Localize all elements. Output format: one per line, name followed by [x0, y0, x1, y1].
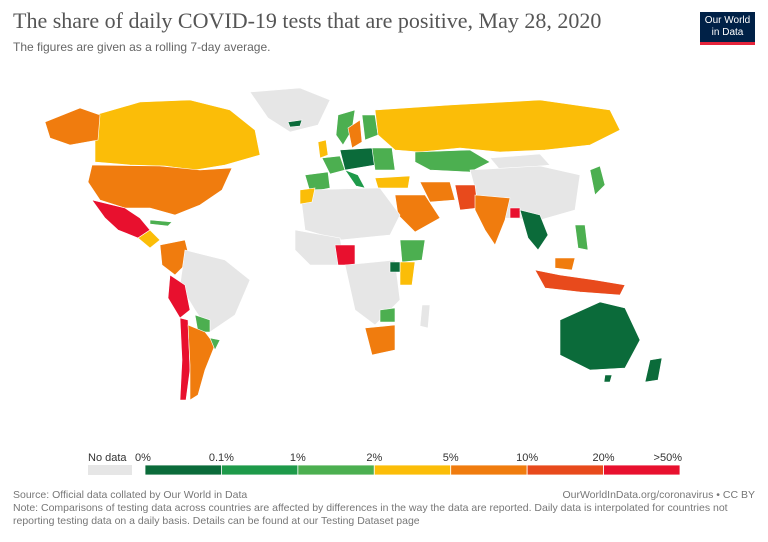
chart-title: The share of daily COVID-19 tests that a… [13, 8, 602, 33]
legend-bin-0[interactable] [144, 464, 222, 476]
region-philippines[interactable] [574, 224, 589, 251]
region-madagascar[interactable] [419, 304, 431, 329]
region-sweden[interactable] [347, 119, 363, 149]
region-myanmar-thailand[interactable] [519, 209, 549, 251]
region-zambia[interactable] [379, 307, 396, 323]
legend-no-data-swatch [88, 465, 132, 475]
legend-bin-5[interactable] [526, 464, 604, 476]
region-eastern-europe[interactable] [371, 147, 396, 171]
world-map[interactable] [0, 70, 768, 450]
logo-line-2: in Data [711, 27, 744, 38]
region-greenland[interactable] [249, 87, 331, 133]
owid-logo[interactable]: Our World in Data [700, 12, 755, 45]
legend-bin-6[interactable] [603, 464, 681, 476]
region-spain[interactable] [304, 171, 331, 193]
region-cuba[interactable] [149, 219, 173, 227]
legend-tick-3: 2% [366, 452, 382, 464]
region-kenya[interactable] [399, 261, 416, 286]
legend-tick-6: 20% [593, 452, 615, 464]
region-pakistan[interactable] [454, 184, 479, 211]
region-russia[interactable] [374, 99, 621, 153]
region-finland[interactable] [361, 114, 379, 141]
region-norway[interactable] [335, 109, 356, 146]
source-text: Source: Official data collated by Our Wo… [13, 489, 248, 501]
region-new-zealand[interactable] [644, 357, 663, 383]
region-italy[interactable] [344, 169, 366, 189]
region-chile[interactable] [179, 317, 191, 401]
legend-tick-1: 0.1% [209, 452, 234, 464]
chart-subtitle: The figures are given as a rolling 7-day… [13, 40, 271, 54]
region-iran[interactable] [419, 181, 456, 203]
region-united-states[interactable] [87, 164, 233, 216]
legend-tick-2: 1% [290, 452, 306, 464]
region-japan[interactable] [589, 165, 606, 196]
region-bangladesh[interactable] [509, 207, 521, 219]
region-argentina[interactable] [187, 324, 216, 401]
legend-tick-7: >50% [654, 452, 683, 464]
region-australia[interactable] [559, 301, 641, 371]
region-alaska[interactable] [44, 107, 101, 146]
region-central-america[interactable] [137, 229, 161, 249]
region-brazil[interactable] [179, 249, 251, 333]
region-indonesia[interactable] [534, 269, 626, 296]
region-france[interactable] [321, 155, 346, 175]
region-tasmania[interactable] [603, 374, 613, 383]
footnote: Note: Comparisons of testing data across… [13, 502, 728, 527]
region-malaysia[interactable] [554, 257, 576, 271]
region-uganda[interactable] [389, 261, 401, 273]
region-iceland[interactable] [287, 119, 303, 128]
region-kazakhstan[interactable] [414, 149, 491, 173]
region-nigeria[interactable] [334, 244, 356, 266]
legend-no-data-label: No data [88, 452, 127, 464]
region-uruguay[interactable] [209, 337, 221, 351]
region-uk[interactable] [317, 139, 329, 159]
region-north-africa[interactable] [299, 187, 401, 241]
legend-bin-1[interactable] [221, 464, 299, 476]
owid-link[interactable]: OurWorldInData.org/coronavirus • CC BY [562, 489, 755, 501]
region-india[interactable] [474, 194, 511, 246]
legend-tick-5: 10% [516, 452, 538, 464]
legend-bin-3[interactable] [373, 464, 452, 476]
chart-footer: Source: Official data collated by Our Wo… [13, 489, 755, 528]
region-south-africa[interactable] [364, 324, 396, 356]
region-ethiopia[interactable] [399, 239, 426, 263]
region-central-europe[interactable] [339, 147, 376, 171]
region-paraguay[interactable] [194, 314, 211, 333]
region-canada[interactable] [94, 99, 261, 171]
logo-line-1: Our World [704, 15, 751, 26]
legend-bin-2[interactable] [297, 464, 375, 476]
region-peru[interactable] [167, 274, 191, 319]
legend-bin-4[interactable] [450, 464, 528, 476]
legend-tick-0: 0% [135, 452, 151, 464]
region-west-africa[interactable] [294, 229, 346, 266]
region-morocco[interactable] [299, 187, 316, 205]
legend-tick-4: 5% [443, 452, 459, 464]
map-legend: No data 0% 0.1% 1% 2% 5% 10% 20% >50% [0, 450, 768, 480]
region-turkey[interactable] [374, 175, 411, 189]
